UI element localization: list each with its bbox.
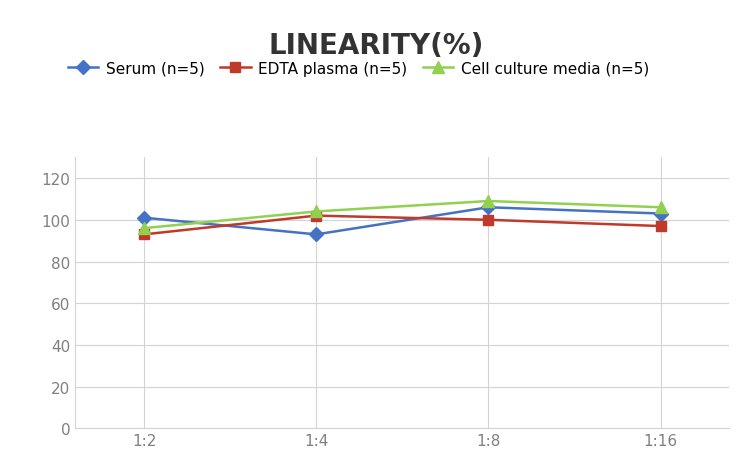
Line: EDTA plasma (n=5): EDTA plasma (n=5) xyxy=(139,211,666,240)
Line: Cell culture media (n=5): Cell culture media (n=5) xyxy=(138,195,667,235)
Serum (n=5) xyxy=(312,232,321,238)
Serum (n=5) xyxy=(484,205,493,211)
Serum (n=5) xyxy=(656,212,665,217)
Cell culture media (n=5) xyxy=(484,199,493,204)
EDTA plasma (n=5) xyxy=(312,213,321,219)
Legend: Serum (n=5), EDTA plasma (n=5), Cell culture media (n=5): Serum (n=5), EDTA plasma (n=5), Cell cul… xyxy=(68,62,649,77)
Serum (n=5) xyxy=(140,216,149,221)
Cell culture media (n=5) xyxy=(312,209,321,215)
Line: Serum (n=5): Serum (n=5) xyxy=(139,203,666,240)
EDTA plasma (n=5) xyxy=(140,232,149,238)
Text: LINEARITY(%): LINEARITY(%) xyxy=(268,32,484,60)
EDTA plasma (n=5) xyxy=(484,217,493,223)
EDTA plasma (n=5) xyxy=(656,224,665,229)
Cell culture media (n=5) xyxy=(656,205,665,211)
Cell culture media (n=5) xyxy=(140,226,149,231)
